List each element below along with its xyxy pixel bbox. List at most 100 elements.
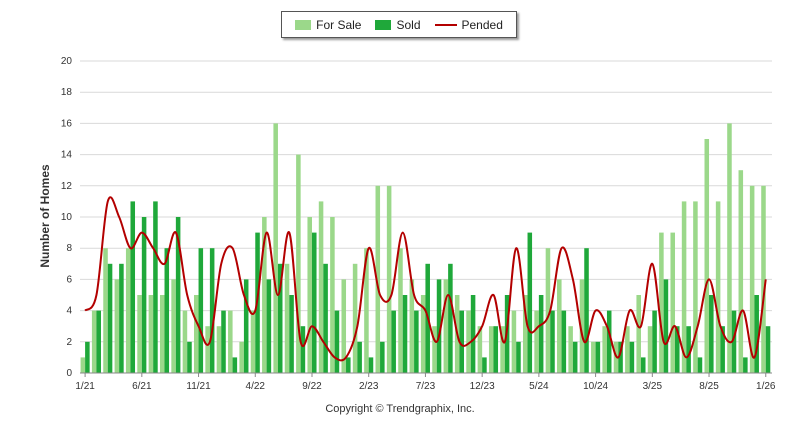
for-sale-bar [386,185,392,373]
for-sale-bar [159,295,165,373]
sold-bar [686,326,691,373]
for-sale-bar [591,341,596,373]
for-sale-bar [194,295,199,373]
for-sale-bar [545,248,551,373]
sold-bar [482,357,487,373]
for-sale-bar [738,170,744,373]
for-sale-bar [318,201,324,373]
for-sale-bar [659,232,664,373]
for-sale-bar [602,326,607,373]
y-tick-label: 18 [61,87,73,98]
for-sale-bar [284,263,290,373]
sold-bar [380,341,385,373]
sold-bar [334,310,340,373]
for-sale-bar [704,139,710,373]
sold-bar [414,310,419,373]
sold-bar [96,310,101,373]
for-sale-bar [511,310,517,373]
y-axis-label: Number of Homes [38,164,52,268]
for-sale-bar [647,326,653,373]
for-sale-bar [693,201,698,373]
sold-bar [357,341,362,373]
legend-pended-label: Pended [461,17,503,32]
for-sale-bar [432,326,437,373]
for-sale-swatch [295,19,312,30]
sold-bar [697,357,703,373]
x-axis: 1/21 6/21 11/21 4/22 9/22 2/23 7/23 12/23 5/24 10… [75,372,776,392]
x-tick-label: 9/22 [302,381,322,392]
sold-bar [300,326,306,373]
for-sale-bar [670,232,676,373]
y-tick-label: 12 [61,181,73,192]
sold-bar [232,357,238,373]
sold-bar [516,341,521,373]
for-sale-bar [216,326,222,373]
for-sale-bar [125,248,131,373]
y-tick-label: 16 [61,118,73,129]
y-tick-label: 6 [66,274,72,285]
for-sale-bar [557,279,562,373]
x-tick-label: 1/21 [75,381,95,392]
for-sale-bar [330,217,335,373]
sold-bar [709,295,714,373]
for-sale-bar [715,201,721,373]
sold-bar [618,341,623,373]
for-sale-bar [568,326,573,373]
bars [80,123,771,374]
y-tick-label: 20 [61,56,73,67]
y-axis-ticks: 0 2 4 6 8 10 12 14 16 18 20 [61,56,73,379]
copyright-text: Copyright © Trendgraphix, Inc. [325,403,475,415]
sold-bar [652,310,657,373]
y-tick-label: 10 [61,212,73,223]
sold-bar [187,341,192,373]
for-sale-bar [239,341,244,373]
y-tick-label: 4 [66,306,72,317]
for-sale-bar [103,248,108,373]
sold-bar [572,341,578,373]
x-tick-label: 5/24 [529,381,549,392]
sold-bar [289,295,294,373]
sold-bar [243,279,249,373]
sold-bar [368,357,374,373]
pended-line [84,196,767,362]
sold-bar [606,310,612,373]
sold-bar [595,341,601,373]
y-tick-label: 8 [66,243,72,254]
sold-bar [640,357,646,373]
for-sale-bar [91,310,97,373]
sold-bar [538,295,544,373]
x-tick-label: 4/22 [246,381,266,392]
for-sale-bar [137,295,142,373]
for-sale-bar [205,326,210,373]
sold-bar [527,232,533,373]
sold-bar [198,248,204,373]
legend-for-sale: For Sale [295,18,361,32]
for-sale-bar [522,295,528,373]
sold-bar [470,295,476,373]
for-sale-bar [341,279,347,373]
legend-pended: Pended [434,17,503,32]
y-tick-label: 0 [66,368,72,379]
sold-bar [119,263,124,373]
legend-sold-label: Sold [396,17,421,32]
legend: For Sale Sold Pended [281,11,517,38]
x-tick-label: 2/23 [359,381,379,392]
for-sale-bar [625,326,630,373]
for-sale-bar [534,310,539,373]
sold-bar [175,217,181,373]
for-sale-bar [262,217,267,373]
y-tick-label: 2 [66,337,72,348]
sold-bar [754,295,759,373]
sold-swatch [375,19,392,30]
sold-bar [663,279,669,373]
sold-bar [448,263,453,373]
sold-bar [584,248,589,373]
sold-bar [221,310,226,373]
sold-bar [493,326,499,373]
sold-bar [720,326,725,373]
for-sale-bar [80,357,86,373]
for-sale-bar [681,201,687,373]
sold-bar [550,310,555,373]
for-sale-bar [375,185,381,373]
for-sale-bar [466,310,471,373]
